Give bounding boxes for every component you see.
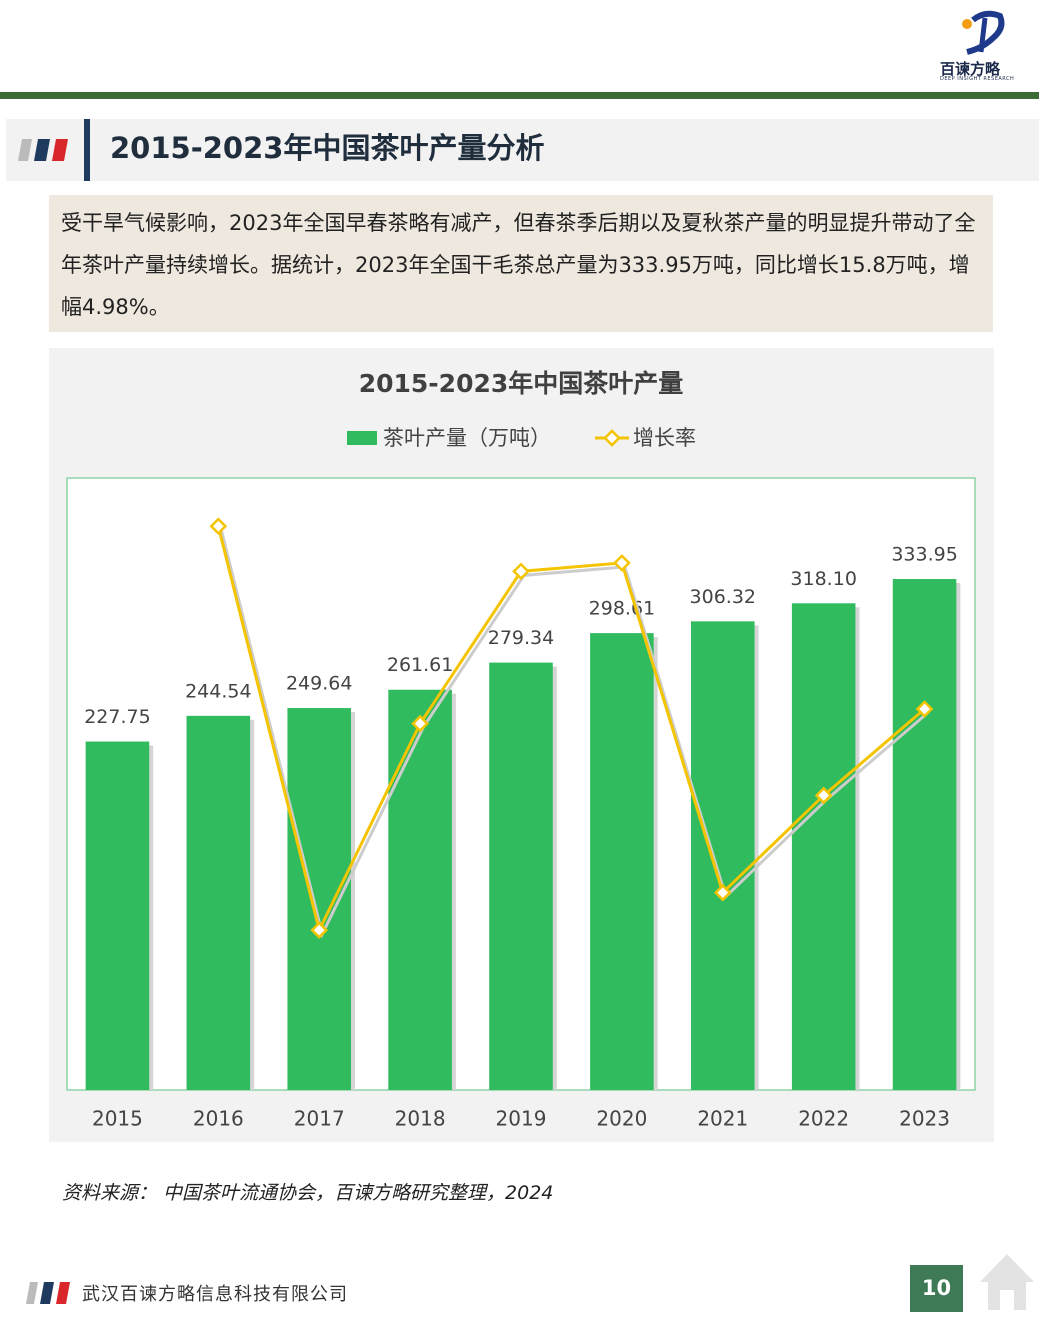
line-marker [310, 921, 329, 939]
data-label: 227.75 [84, 706, 150, 728]
data-label: 298.61 [589, 598, 655, 620]
x-tick-label: 2015 [92, 1107, 143, 1131]
line-marker [713, 883, 732, 902]
line-marker [512, 562, 530, 581]
title-accent [84, 119, 90, 181]
data-label: 306.32 [690, 586, 756, 608]
line-marker [613, 554, 631, 572]
data-label: 261.61 [387, 654, 453, 676]
x-tick-label: 2019 [496, 1107, 547, 1131]
data-label: 279.34 [488, 627, 554, 649]
line-shadow [219, 529, 929, 939]
line [216, 525, 926, 935]
data-label: 249.64 [286, 673, 352, 695]
title-bar [6, 119, 1039, 181]
x-tick-label: 2020 [596, 1107, 647, 1131]
home-icon [980, 1254, 1034, 1310]
logo-name: 百谏方略 [940, 60, 1001, 78]
bar [892, 579, 957, 1090]
bar [489, 662, 553, 1090]
line-marker [209, 517, 228, 536]
x-tick-label: 2021 [697, 1107, 748, 1131]
line-marker [814, 786, 833, 805]
data-label: 318.10 [790, 568, 856, 590]
bar [85, 741, 150, 1090]
page-number: 10 [910, 1265, 963, 1312]
top-rule [0, 92, 1039, 99]
legend-swatch [347, 431, 377, 445]
bar [791, 603, 856, 1090]
x-tick-label: 2022 [798, 1107, 849, 1131]
summary: 受干旱气候影响，2023年全国早春茶略有减产，但春茶季后期以及夏秋茶产量的明显提… [49, 195, 993, 332]
x-tick-label: 2016 [193, 1107, 244, 1131]
x-tick-label: 2018 [395, 1107, 446, 1131]
source: 资料来源： 中国茶叶流通协会，百谏方略研究整理，2024 [62, 1182, 554, 1204]
line-marker [411, 714, 429, 733]
logo-mark [962, 10, 1005, 55]
bar [590, 633, 654, 1090]
data-label: 333.95 [891, 544, 957, 566]
company: 武汉百谏方略信息科技有限公司 [82, 1284, 348, 1305]
legend-swatch [603, 429, 621, 447]
legend-label: 增长率 [633, 426, 696, 450]
section-title: 2015-2023年中国茶叶产量分析 [110, 131, 545, 165]
legend-label: 茶叶产量（万吨） [383, 426, 551, 450]
bar [388, 689, 452, 1090]
x-tick-label: 2023 [899, 1107, 950, 1131]
footer-icon [26, 1282, 70, 1304]
bar [186, 715, 251, 1090]
chart: 2015-2023年中国茶叶产量 2015 2016 2017 2018 2019 202… [49, 348, 994, 1142]
bar [287, 708, 352, 1090]
title-icon [18, 139, 68, 161]
data-label: 244.54 [185, 680, 251, 702]
logo-subtitle: DEEP INSIGHT RESEARCH [940, 76, 1015, 82]
chart-title: 2015-2023年中国茶叶产量 [359, 369, 684, 398]
line-marker [915, 700, 934, 718]
bar [690, 621, 755, 1090]
x-tick-label: 2017 [294, 1107, 345, 1131]
